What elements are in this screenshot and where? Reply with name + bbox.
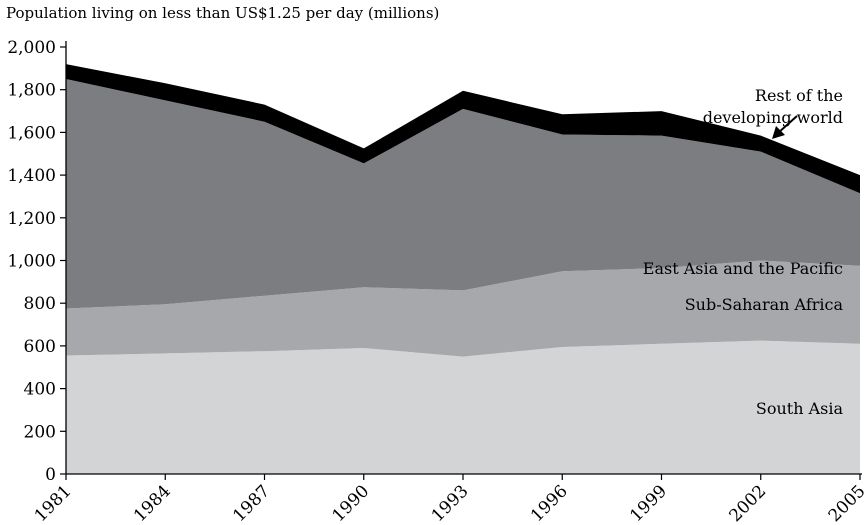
chart-annotations: Rest of the developing world East Asia and… xyxy=(643,86,844,418)
x-tick-label: 1996 xyxy=(527,481,572,525)
y-tick-label: 1,200 xyxy=(7,209,56,229)
x-tick-label: 1981 xyxy=(31,481,76,525)
chart-title: Population living on less than US$1.25 p… xyxy=(6,4,439,22)
x-tick-label: 2005 xyxy=(825,481,868,525)
annotation-label: South Asia xyxy=(756,399,844,418)
annotation-label: Rest of the xyxy=(755,86,843,105)
x-tick-label: 2002 xyxy=(726,481,771,525)
y-tick-label: 800 xyxy=(24,294,56,314)
y-tick-label: 1,000 xyxy=(7,252,56,272)
y-tick-label: 2,000 xyxy=(7,38,56,58)
area-sub-saharan-africa xyxy=(66,260,860,357)
y-tick-label: 0 xyxy=(45,465,56,485)
area-south-asia xyxy=(66,340,860,474)
y-tick-label: 400 xyxy=(24,380,56,400)
annotation-label: developing world xyxy=(703,108,843,127)
x-tick-label: 1987 xyxy=(229,481,274,525)
y-tick-label: 1,800 xyxy=(7,81,56,101)
annotation-arrow-head xyxy=(772,126,785,139)
y-tick-label: 200 xyxy=(24,422,56,442)
annotation-label: East Asia and the Pacific xyxy=(643,259,843,278)
y-tick-label: 600 xyxy=(24,337,56,357)
annotation-label: Sub-Saharan Africa xyxy=(685,295,844,314)
chart-areas xyxy=(66,64,860,474)
y-tick-label: 1,400 xyxy=(7,166,56,186)
annotation-arrow-line xyxy=(777,115,798,134)
y-tick-label: 1,600 xyxy=(7,123,56,143)
x-tick-label: 1984 xyxy=(130,481,175,525)
area-east-asia-and-the-pacific xyxy=(66,79,860,309)
x-tick-label: 1990 xyxy=(329,481,374,525)
area-rest-of-the-developing-world xyxy=(66,64,860,194)
x-tick-label: 1993 xyxy=(428,481,473,525)
x-tick-label: 1999 xyxy=(626,481,671,525)
